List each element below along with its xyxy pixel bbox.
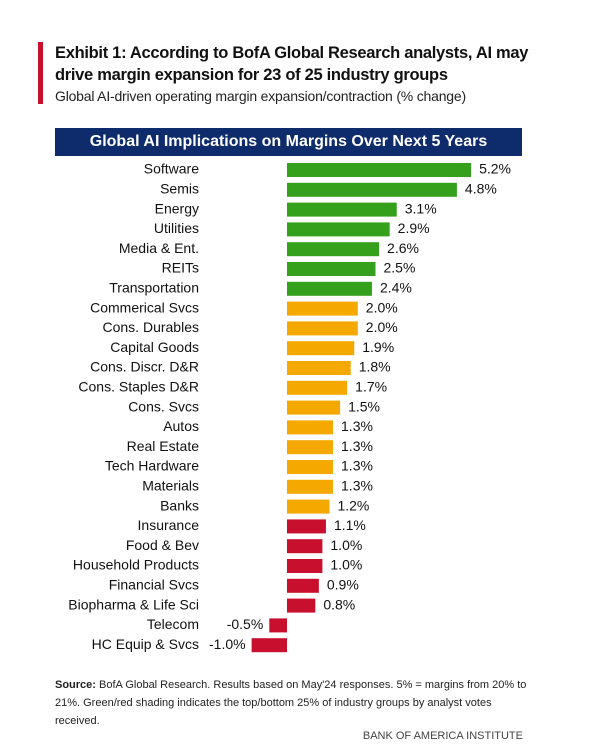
category-label: HC Equip & Svcs [92,636,199,652]
value-label: 0.8% [323,596,355,612]
category-label: Cons. Discr. D&R [90,359,199,375]
bar [287,341,355,356]
category-label: Banks [160,497,199,513]
value-label: 2.4% [380,280,412,296]
chart: 5.2% Software 4.8% Semis 3.1% Energy 2.9% Utili… [68,161,511,653]
category-label: Materials [142,478,199,494]
category-label: Cons. Durables [103,319,200,335]
category-label: Commerical Svcs [90,299,199,315]
category-label: Financial Svcs [109,577,199,593]
bar [287,519,326,534]
value-label: 5.2% [479,161,511,177]
category-label: Autos [163,418,199,434]
bar [287,479,334,494]
bar [287,460,334,474]
source-text: BofA Global Research. Results based on M… [55,679,527,727]
value-label: 1.3% [341,458,373,474]
value-label: 1.3% [341,478,373,494]
category-label: Telecom [147,616,199,632]
bar [287,440,334,455]
bar [287,222,390,237]
bar [287,400,341,415]
bar [287,578,319,593]
bar [251,638,287,653]
value-label: 1.0% [330,557,362,573]
bar [287,361,351,375]
value-label: 2.0% [366,319,398,335]
value-label: 1.3% [341,418,373,434]
bar [287,598,316,613]
exhibit-title: Exhibit 1: According to BofA Global Rese… [55,44,529,84]
category-label: Cons. Staples D&R [78,379,199,395]
value-label: 1.9% [362,339,394,355]
value-label: 1.8% [359,359,391,375]
value-label: -0.5% [227,616,264,632]
category-label: REITs [162,260,199,276]
bar [287,420,334,435]
bar [287,182,457,197]
category-label: Cons. Svcs [128,398,199,414]
value-label: 0.9% [327,577,359,593]
bar [287,202,397,217]
value-label: 3.1% [405,200,437,216]
source-note: Source: BofA Global Research. Results ba… [55,676,530,730]
bar [287,301,358,316]
category-label: Household Products [73,557,199,573]
category-label: Transportation [109,280,199,296]
source-label: Source: [55,679,96,691]
category-label: Real Estate [127,438,200,454]
value-label: 1.0% [330,537,362,553]
header: Exhibit 1: According to BofA Global Rese… [38,42,555,104]
bar [287,242,380,257]
bar [287,163,472,177]
value-label: 1.3% [341,438,373,454]
category-label: Energy [155,200,199,216]
bar [287,321,358,336]
bar [287,499,330,514]
value-label: -1.0% [209,636,246,652]
chart-title: Global AI Implications on Margins Over N… [55,128,522,156]
category-label: Biopharma & Life Sci [68,596,199,612]
footer: BANK OF AMERICA INSTITUTE [362,730,523,742]
value-label: 4.8% [465,181,497,197]
value-label: 1.2% [337,497,369,513]
value-label: 2.0% [366,299,398,315]
bar [287,281,372,296]
bar [287,539,323,554]
value-label: 2.5% [384,260,416,276]
value-label: 1.1% [334,517,366,533]
category-label: Semis [160,181,199,197]
bar [287,559,323,573]
value-label: 2.6% [387,240,419,256]
category-label: Utilities [154,220,199,236]
subtitle: Global AI-driven operating margin expans… [55,88,466,104]
category-label: Food & Bev [126,537,199,553]
value-label: 2.9% [398,220,430,236]
bar [269,618,287,633]
category-label: Media & Ent. [119,240,199,256]
bar [287,262,376,276]
category-label: Software [144,161,199,177]
value-label: 1.7% [355,379,387,395]
value-label: 1.5% [348,398,380,414]
category-label: Tech Hardware [105,458,199,474]
bar [287,380,348,395]
category-label: Capital Goods [110,339,199,355]
category-label: Insurance [138,517,200,533]
